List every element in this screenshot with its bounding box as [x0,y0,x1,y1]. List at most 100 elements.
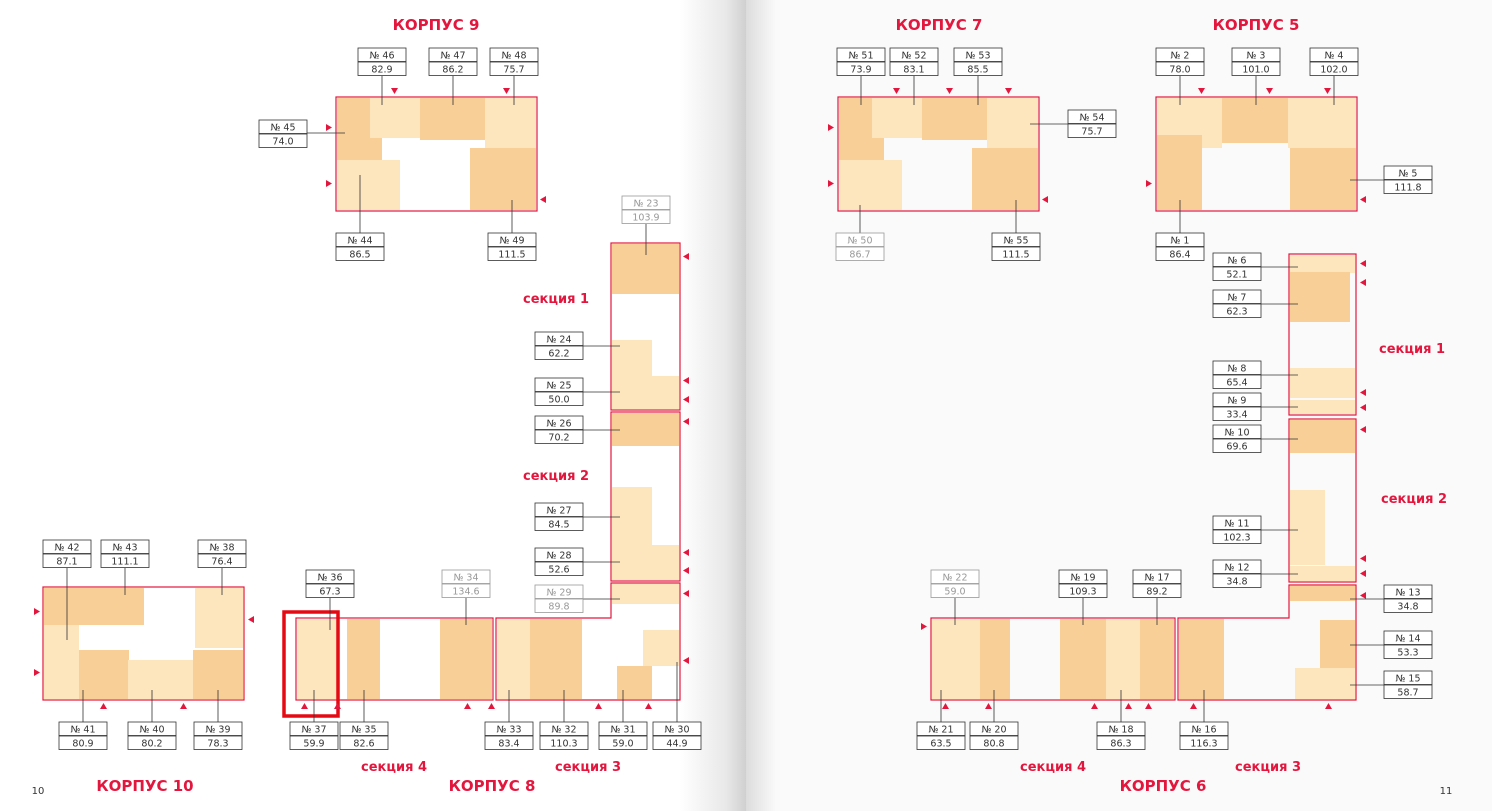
unit-number-box [1067,109,1117,124]
unit-label: № 35 82.6 [339,690,389,750]
unit-number-box [953,47,1003,62]
unit-area: 52.6 [548,565,569,576]
unit-area-box [534,561,584,576]
unit-area-box [1096,735,1146,750]
unit-area-box [1212,573,1262,588]
unit-number-box [127,721,177,736]
unit-area-box [193,735,243,750]
unit-number: № 15 [1396,674,1421,685]
unit-area: 59.0 [944,587,965,598]
unit-label: № 12 34.8 [1212,559,1298,588]
unit-number: № 30 [665,725,690,736]
unit-label: № 7 62.3 [1212,289,1298,318]
unit-area-box [534,429,584,444]
unit-number: № 18 [1109,725,1134,736]
unit-area-box [1212,374,1262,389]
unit-area-box [991,246,1041,261]
unit-area: 70.2 [548,433,569,444]
building-title: КОРПУС 9 [393,16,480,34]
unit-number-box [534,547,584,562]
unit-number-box [1155,232,1205,247]
unit-number: № 48 [502,51,527,62]
unit-label: № 3 101.0 [1231,47,1281,105]
unit-label: № 16 116.3 [1179,690,1229,750]
unit-area: 67.3 [319,587,340,598]
unit-number-box [621,195,671,210]
unit-number: № 37 [302,725,327,736]
unit-area: 102.0 [1320,65,1347,76]
unit-label: № 13 34.8 [1350,584,1433,613]
unit-labels: № 46 82.9 № 47 86.2 № 48 75.7 № 45 74.0 № 44 86.5… [42,47,1433,750]
unit-label: № 34 134.6 [441,569,491,625]
unit-area-box [1179,735,1229,750]
unit-number: № 45 [271,123,296,134]
unit-number-box [534,331,584,346]
unit-label: № 10 69.6 [1212,424,1298,453]
unit-area: 62.3 [1226,307,1247,318]
unit-area-box [289,735,339,750]
unit-number: № 11 [1225,519,1250,530]
unit-area-box [1231,61,1281,76]
unit-area: 59.0 [612,739,633,750]
unit-number: № 25 [547,381,572,392]
unit-number-box [1212,392,1262,407]
page-number: 10 [32,786,45,797]
unit-area-box [441,583,491,598]
unit-label: № 33 83.4 [484,690,534,750]
unit-area: 33.4 [1226,410,1247,421]
unit-area: 52.1 [1226,270,1247,281]
unit-number: № 33 [497,725,522,736]
unit-area: 78.3 [207,739,228,750]
unit-area: 53.3 [1397,648,1418,659]
unit-number: № 55 [1004,236,1029,247]
unit-label: № 29 89.8 [534,584,620,613]
unit-area-box [969,735,1019,750]
unit-number-box [1132,569,1182,584]
unit-number-box [489,47,539,62]
unit-number: № 4 [1325,51,1344,62]
building-title: КОРПУС 5 [1213,16,1300,34]
unit-number-box [539,721,589,736]
unit-label: № 51 73.9 [836,47,886,105]
unit-number-box [1096,721,1146,736]
page-number: 11 [1440,786,1453,797]
unit-area-box [428,61,478,76]
unit-number-box [441,569,491,584]
unit-number-box [889,47,939,62]
unit-number: № 9 [1228,396,1247,407]
unit-label: № 23 103.9 [621,195,671,255]
unit-label: № 25 50.0 [534,377,620,406]
unit-number-box [991,232,1041,247]
unit-number-box [289,721,339,736]
unit-area: 62.2 [548,349,569,360]
unit-number-box [534,377,584,392]
unit-label: № 1 86.4 [1155,200,1205,261]
building-title: КОРПУС 10 [96,777,193,795]
section-label: секция 3 [555,760,621,775]
unit-label: № 50 86.7 [835,205,885,261]
unit-number: № 2 [1171,51,1190,62]
unit-area-box [534,391,584,406]
unit-area: 80.2 [141,739,162,750]
unit-number-box [916,721,966,736]
unit-number-box [335,232,385,247]
unit-label: № 49 111.5 [487,200,537,261]
unit-label: № 37 59.9 [289,690,339,750]
unit-number-box [534,584,584,599]
unit-area: 74.0 [272,137,293,148]
unit-area: 86.3 [1110,739,1131,750]
unit-area-box [1212,266,1262,281]
unit-number: № 51 [849,51,874,62]
unit-number: № 42 [55,543,80,554]
unit-area-box [58,735,108,750]
unit-number: № 35 [352,725,377,736]
unit-number: № 28 [547,551,572,562]
unit-area: 82.6 [353,739,374,750]
unit-number: № 40 [140,725,165,736]
unit-area-box [197,553,247,568]
unit-label: № 8 65.4 [1212,360,1298,389]
unit-number: № 53 [966,51,991,62]
unit-area-box [357,61,407,76]
unit-number: № 1 [1171,236,1190,247]
section-label: секция 3 [1235,760,1301,775]
